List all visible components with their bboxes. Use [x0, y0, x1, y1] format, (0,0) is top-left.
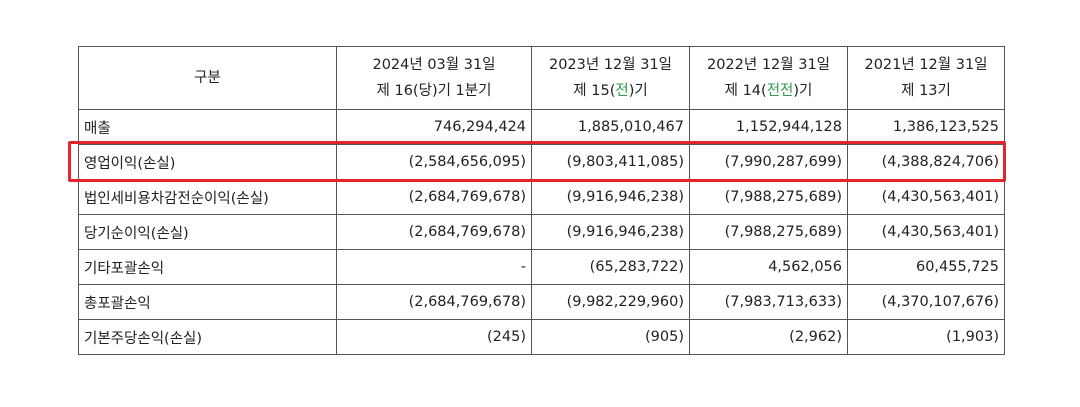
period-prefix: 제 16(	[376, 83, 419, 99]
value-cell: (9,982,229,960)	[531, 284, 690, 320]
header-period: 제 14(전전)기	[695, 78, 842, 104]
row-label: 기타포괄손익	[78, 249, 337, 285]
period-highlight: 전	[615, 83, 629, 99]
value-cell: (9,916,946,238)	[531, 179, 690, 215]
table-header-row: 구분 2024년 03월 31일 제 16(당)기 1분기 2023년 12월 …	[78, 46, 1005, 110]
period-prefix: 제 13기	[901, 83, 951, 99]
row-label: 법인세비용차감전순이익(손실)	[78, 179, 337, 215]
row-label: 기본주당손익(손실)	[78, 319, 337, 355]
table-row: 매출 746,294,424 1,885,010,467 1,152,944,1…	[78, 109, 1005, 145]
header-category-cell: 구분	[78, 46, 337, 110]
row-label: 매출	[78, 109, 337, 145]
header-period-cell: 2022년 12월 31일 제 14(전전)기	[689, 46, 848, 110]
header-period-cell: 2023년 12월 31일 제 15(전)기	[531, 46, 690, 110]
value-cell: (905)	[531, 319, 690, 355]
header-period-cell: 2024년 03월 31일 제 16(당)기 1분기	[336, 46, 532, 110]
value-cell: 1,152,944,128	[689, 109, 848, 145]
period-prefix: 제 15(	[573, 83, 616, 99]
value-cell: (7,990,287,699)	[689, 144, 848, 180]
header-period: 제 13기	[853, 78, 999, 104]
table-row: 영업이익(손실) (2,584,656,095) (9,803,411,085)…	[78, 144, 1005, 180]
financial-summary-table-wrapper: 구분 2024년 03월 31일 제 16(당)기 1분기 2023년 12월 …	[78, 46, 1005, 355]
financial-summary-table: 구분 2024년 03월 31일 제 16(당)기 1분기 2023년 12월 …	[78, 46, 1005, 355]
value-cell: (2,684,769,678)	[336, 179, 532, 215]
value-cell: (245)	[336, 319, 532, 355]
value-cell: (1,903)	[847, 319, 1005, 355]
value-cell: (4,430,563,401)	[847, 214, 1005, 250]
header-date: 2021년 12월 31일	[864, 57, 988, 73]
row-label: 총포괄손익	[78, 284, 337, 320]
row-label: 영업이익(손실)	[78, 144, 337, 180]
value-cell: (2,684,769,678)	[336, 284, 532, 320]
value-cell: 746,294,424	[336, 109, 532, 145]
value-cell: (2,684,769,678)	[336, 214, 532, 250]
table-row: 기타포괄손익 - (65,283,722) 4,562,056 60,455,7…	[78, 249, 1005, 285]
period-highlight: 전전	[766, 83, 794, 99]
period-suffix: )기 1분기	[431, 83, 492, 99]
value-cell: (9,916,946,238)	[531, 214, 690, 250]
value-cell: (4,430,563,401)	[847, 179, 1005, 215]
value-cell: 1,386,123,525	[847, 109, 1005, 145]
period-prefix: 제 14(	[724, 83, 767, 99]
value-cell: (4,388,824,706)	[847, 144, 1005, 180]
header-date: 2022년 12월 31일	[706, 57, 831, 73]
period-suffix: )기	[628, 83, 648, 99]
header-date: 2024년 03월 31일	[372, 57, 496, 73]
period-plain: 당	[418, 83, 432, 99]
header-period: 제 15(전)기	[537, 78, 684, 104]
table-row: 총포괄손익 (2,684,769,678) (9,982,229,960) (7…	[78, 284, 1005, 320]
value-cell: 1,885,010,467	[531, 109, 690, 145]
value-cell: (7,988,275,689)	[689, 179, 848, 215]
value-cell: (7,983,713,633)	[689, 284, 848, 320]
value-cell: 60,455,725	[847, 249, 1005, 285]
table-row: 당기순이익(손실) (2,684,769,678) (9,916,946,238…	[78, 214, 1005, 250]
value-cell: (9,803,411,085)	[531, 144, 690, 180]
value-cell: (65,283,722)	[531, 249, 690, 285]
value-cell: (7,988,275,689)	[689, 214, 848, 250]
period-suffix: )기	[793, 83, 813, 99]
table-row: 기본주당손익(손실) (245) (905) (2,962) (1,903)	[78, 319, 1005, 355]
value-cell: -	[336, 249, 532, 285]
header-period: 제 16(당)기 1분기	[342, 78, 526, 104]
row-label: 당기순이익(손실)	[78, 214, 337, 250]
header-period-cell: 2021년 12월 31일 제 13기	[847, 46, 1005, 110]
value-cell: (2,962)	[689, 319, 848, 355]
value-cell: 4,562,056	[689, 249, 848, 285]
header-date: 2023년 12월 31일	[548, 57, 673, 73]
value-cell: (4,370,107,676)	[847, 284, 1005, 320]
table-row: 법인세비용차감전순이익(손실) (2,684,769,678) (9,916,9…	[78, 179, 1005, 215]
value-cell: (2,584,656,095)	[336, 144, 532, 180]
